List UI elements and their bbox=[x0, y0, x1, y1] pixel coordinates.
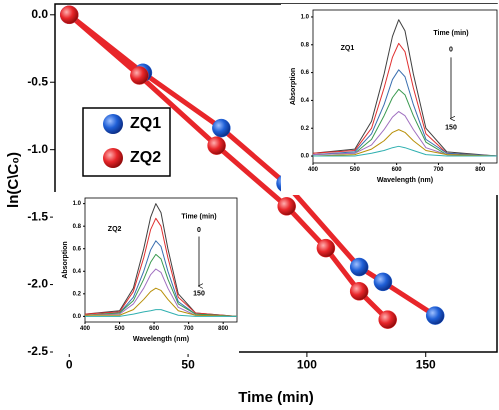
y-tick-label: -0.5 bbox=[27, 74, 48, 88]
y-tick-label: 0.8 bbox=[301, 42, 310, 48]
spectrum-line bbox=[84, 217, 238, 317]
spectrum-line bbox=[313, 145, 497, 157]
data-point bbox=[349, 257, 369, 277]
spectrum-line bbox=[85, 309, 237, 317]
spectrum-line bbox=[84, 253, 238, 317]
x-tick-label: 600 bbox=[149, 326, 160, 332]
plot-area bbox=[312, 9, 498, 164]
arrow-start: 0 bbox=[197, 227, 201, 234]
data-point bbox=[349, 282, 369, 301]
legend-label: ZQ1 bbox=[130, 115, 161, 132]
y-tick-label: 1.0 bbox=[73, 201, 82, 207]
x-tick-label: 400 bbox=[308, 167, 319, 173]
y-tick-label: -2.0 bbox=[27, 277, 48, 291]
data-point bbox=[277, 197, 296, 216]
y-tick-label: 0.4 bbox=[301, 98, 310, 104]
legend-marker bbox=[103, 114, 123, 134]
x-tick-label: 400 bbox=[80, 326, 91, 332]
data-point bbox=[207, 136, 226, 155]
y-axis-title: ln(C\C₀) bbox=[5, 152, 22, 208]
data-point bbox=[130, 66, 149, 85]
x-tick-label: 100 bbox=[297, 358, 317, 372]
y-tick-label: 0.0 bbox=[31, 7, 48, 21]
y-tick-label: -1.5 bbox=[27, 209, 48, 223]
y-tick-label: 0.6 bbox=[301, 70, 310, 76]
legend-title: Time (min) bbox=[181, 213, 216, 220]
x-tick-label: 800 bbox=[218, 326, 229, 332]
y-tick-label: 0.0 bbox=[301, 154, 310, 160]
legend-marker bbox=[103, 148, 123, 168]
spectrum-line bbox=[84, 268, 238, 317]
y-tick-label: 0.4 bbox=[73, 269, 82, 275]
inset-x-title: Wavelength (nm) bbox=[377, 177, 433, 184]
y-tick-label: 0.2 bbox=[73, 291, 82, 297]
inset-y-title: Absorption bbox=[290, 68, 297, 105]
x-tick-label: 800 bbox=[475, 167, 486, 173]
data-point bbox=[373, 272, 393, 292]
spectrum-line bbox=[85, 287, 238, 317]
arrow-end: 150 bbox=[445, 125, 457, 132]
y-tick-label: 0.0 bbox=[73, 314, 82, 320]
x-tick-label: 0 bbox=[66, 358, 73, 372]
inset-label: ZQ2 bbox=[108, 226, 122, 233]
y-tick-label: 0.2 bbox=[301, 126, 310, 132]
x-tick-label: 500 bbox=[350, 167, 361, 173]
data-point bbox=[60, 5, 79, 25]
spectrum-line bbox=[84, 240, 238, 317]
arrow-end: 150 bbox=[193, 290, 205, 297]
spectrum-line bbox=[312, 19, 498, 157]
x-tick-label: 500 bbox=[115, 326, 126, 332]
spectrum-line bbox=[84, 203, 238, 317]
inset-x-title: Wavelength (nm) bbox=[133, 336, 189, 343]
spectrum-line bbox=[312, 129, 498, 157]
y-tick-label: 0.8 bbox=[73, 224, 82, 230]
y-tick-label: -2.5 bbox=[27, 344, 48, 358]
x-tick-label: 150 bbox=[416, 358, 436, 372]
y-tick-label: -1.0 bbox=[27, 142, 48, 156]
x-tick-label: 700 bbox=[184, 326, 195, 332]
data-point bbox=[425, 306, 445, 325]
data-point bbox=[316, 238, 336, 258]
spectrum-line bbox=[312, 42, 498, 157]
y-tick-label: 0.6 bbox=[73, 246, 82, 252]
inset-y-title: Absorption bbox=[62, 241, 69, 278]
legend-label: ZQ2 bbox=[130, 149, 161, 166]
x-tick-label: 600 bbox=[392, 167, 403, 173]
data-point bbox=[212, 118, 231, 138]
legend-box bbox=[82, 107, 171, 177]
x-axis-title: Time (min) bbox=[238, 389, 314, 406]
spectrum-line bbox=[312, 88, 498, 157]
inset-label: ZQ1 bbox=[341, 45, 355, 52]
legend-title: Time (min) bbox=[433, 30, 468, 37]
spectrum-line bbox=[312, 69, 498, 157]
x-tick-label: 700 bbox=[433, 167, 444, 173]
spectrum-line bbox=[312, 111, 498, 157]
y-tick-label: 1.0 bbox=[301, 15, 310, 21]
x-tick-label: 50 bbox=[181, 358, 195, 372]
data-point bbox=[378, 310, 397, 329]
arrow-start: 0 bbox=[449, 47, 453, 54]
